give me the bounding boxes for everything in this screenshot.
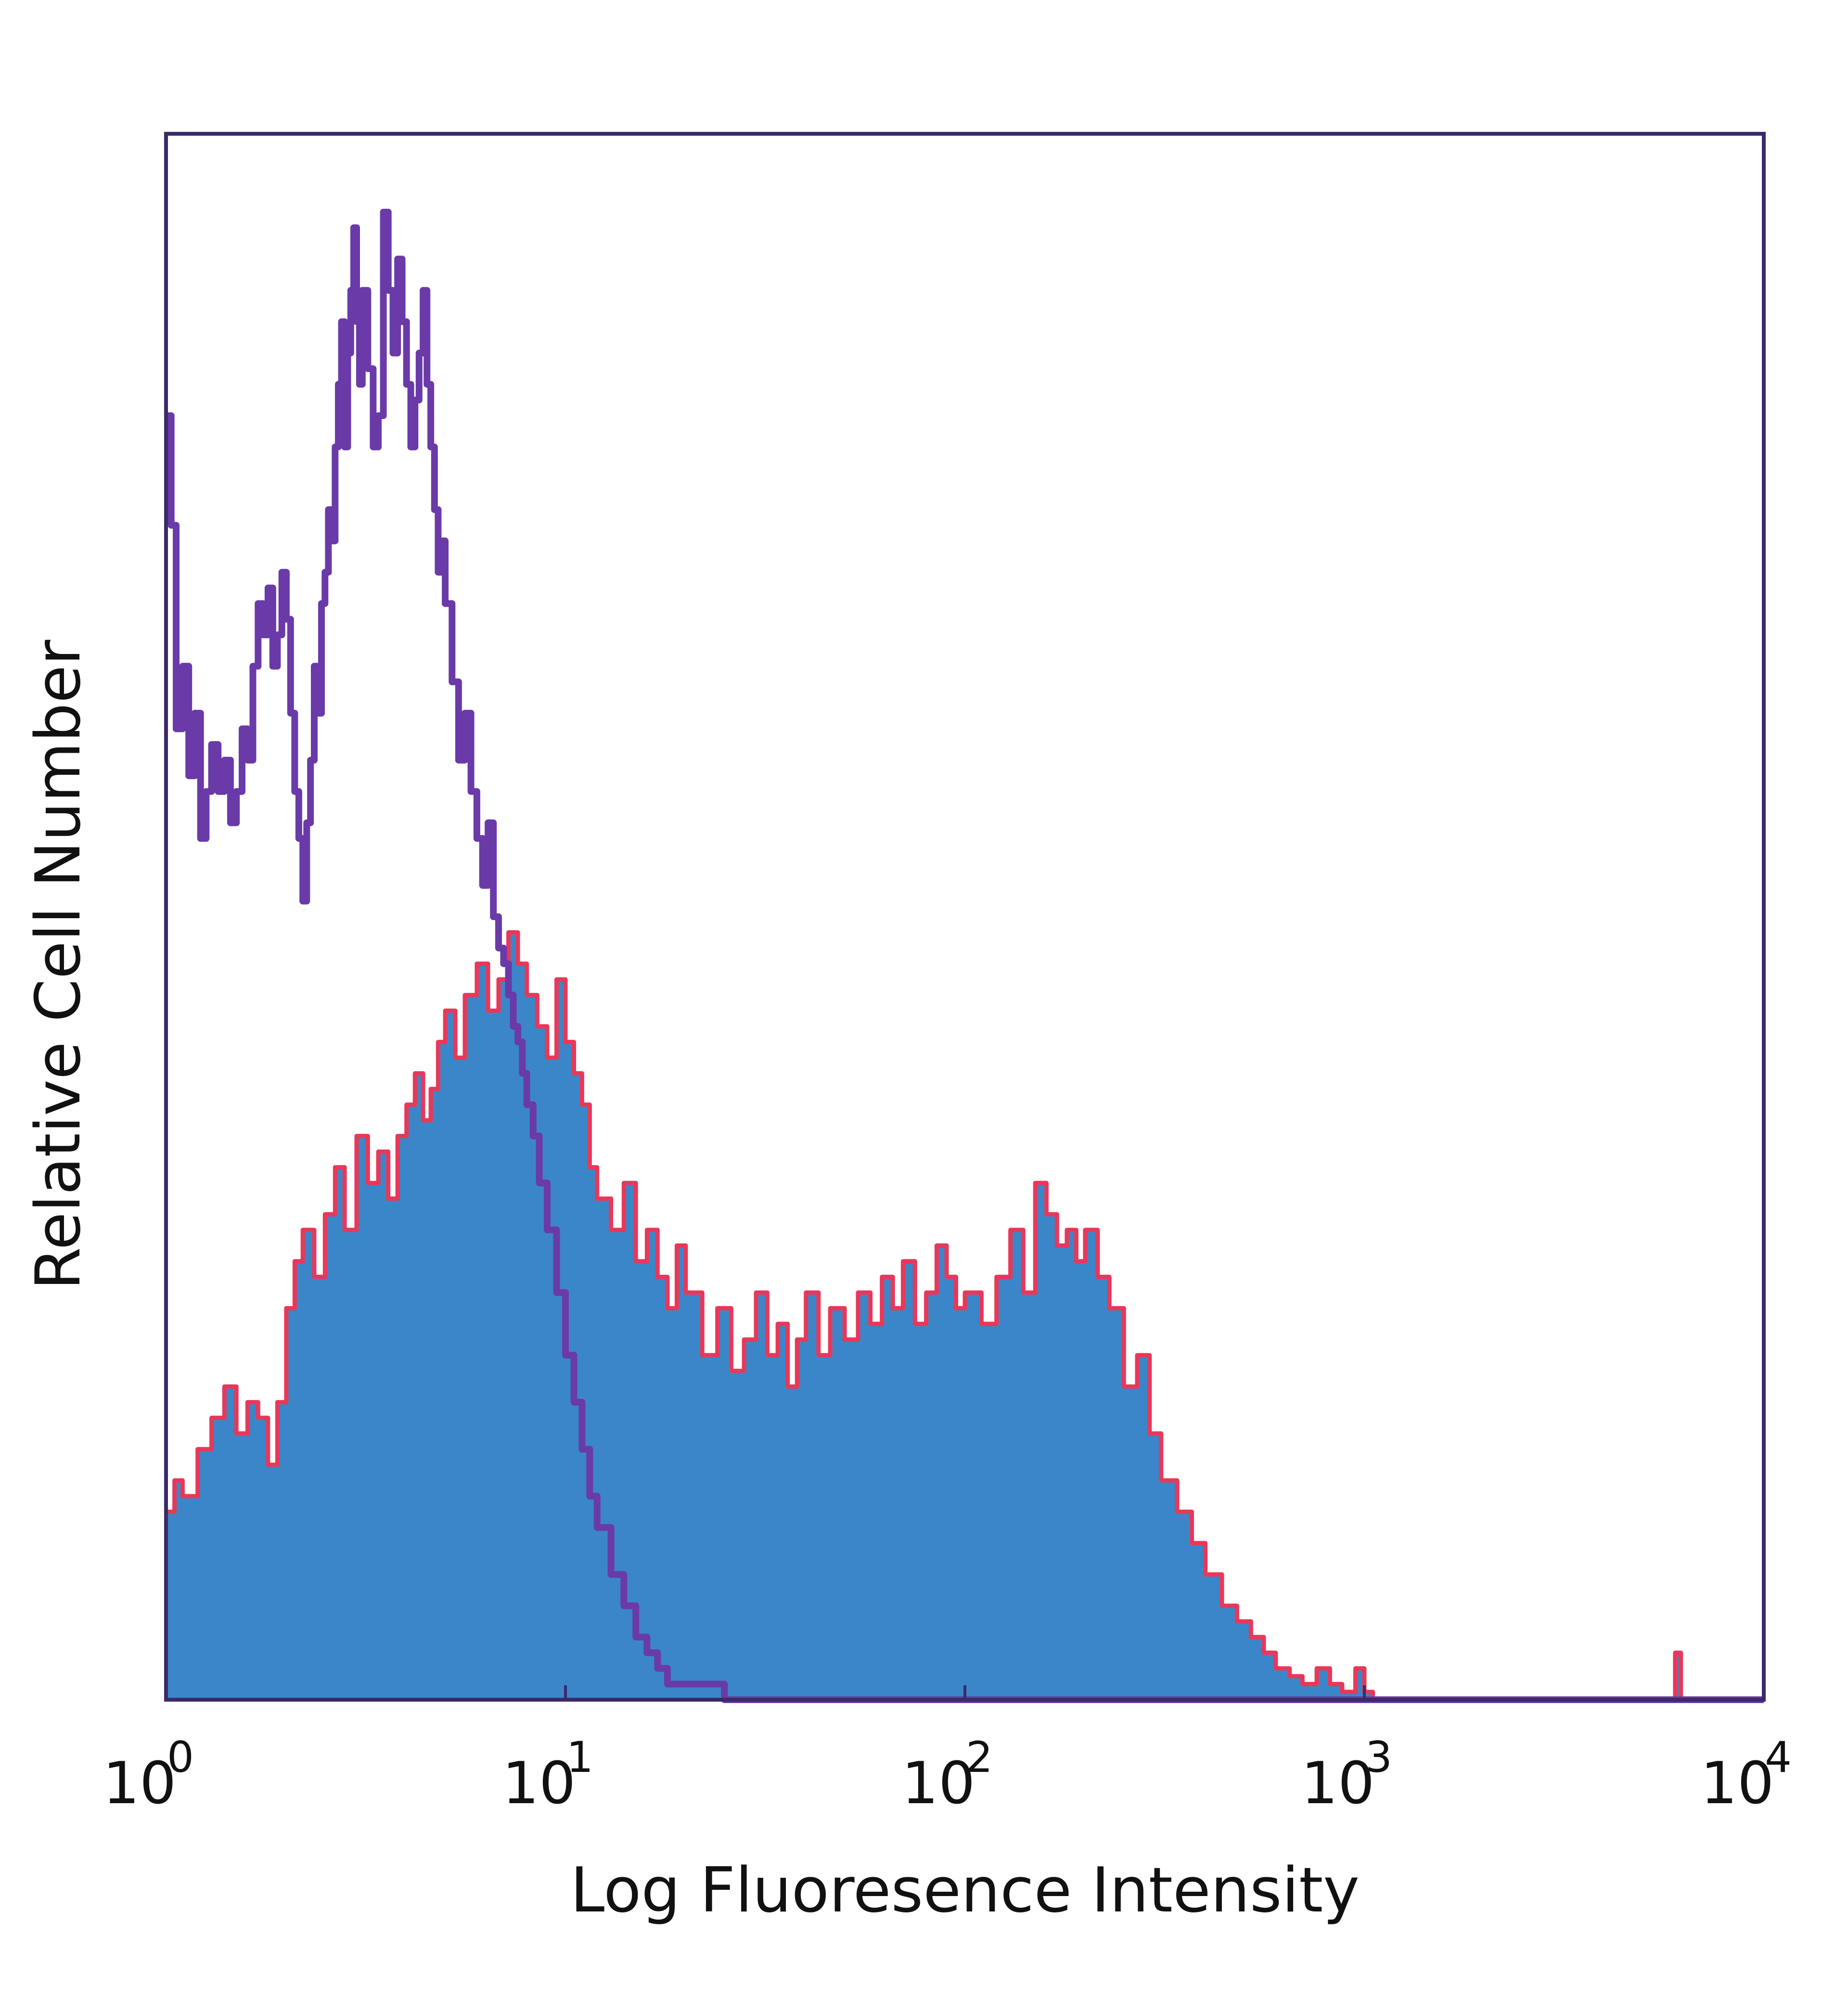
x-axis-label: Log Fluoresence Intensity — [570, 1855, 1360, 1926]
x-tick-label: 10 — [502, 1750, 576, 1817]
x-tick-exponent: 3 — [1365, 1732, 1392, 1782]
x-tick-label: 10 — [902, 1750, 975, 1817]
x-tick-exponent: 1 — [566, 1732, 593, 1782]
x-tick-exponent: 4 — [1765, 1732, 1792, 1782]
x-tick-exponent: 0 — [167, 1732, 194, 1782]
x-tick-label: 10 — [103, 1750, 177, 1817]
y-axis-label: Relative Cell Number — [23, 640, 94, 1290]
plot-area — [166, 208, 1764, 1703]
x-tick-label: 10 — [1701, 1750, 1774, 1817]
filled-histogram-edge — [166, 930, 1764, 1702]
x-axis-ticks: 100 101 102 103 104 — [103, 1685, 1792, 1817]
x-tick-label: 10 — [1301, 1750, 1375, 1817]
filled-histogram-area — [166, 932, 1764, 1700]
x-tick-exponent: 2 — [966, 1732, 993, 1782]
outline-histogram-line — [166, 208, 1764, 1703]
